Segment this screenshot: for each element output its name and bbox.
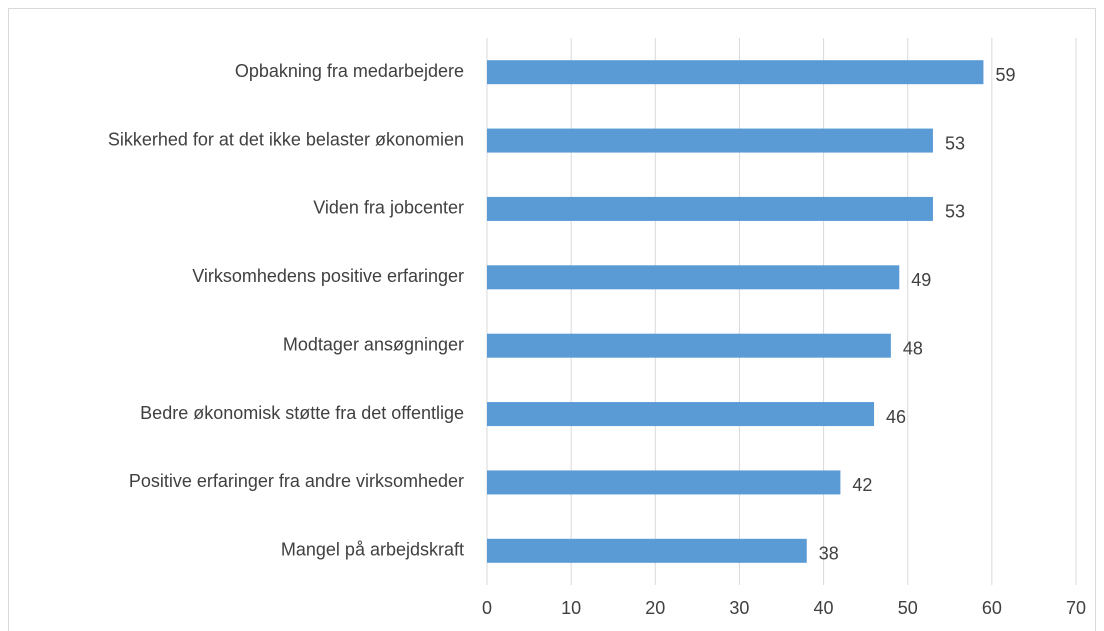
y-tick-label: Sikkerhed for at det ikke belaster økono… [108,129,464,149]
bar [487,470,841,495]
data-label: 53 [945,133,965,153]
data-label: 42 [852,475,872,495]
y-tick-label: Modtager ansøgninger [283,334,464,354]
bar [487,60,984,85]
data-label: 38 [819,544,839,564]
x-tick-label: 40 [814,598,834,618]
data-label: 59 [995,65,1015,85]
bar [487,265,900,290]
bar [487,128,933,153]
data-label: 48 [903,338,923,358]
x-tick-label: 30 [729,598,749,618]
y-tick-label: Viden fra jobcenter [313,198,464,218]
bar [487,196,933,221]
data-label: 53 [945,202,965,222]
bar [487,538,807,563]
x-tick-label: 50 [898,598,918,618]
data-label: 46 [886,407,906,427]
x-tick-label: 60 [982,598,1002,618]
chart-border [8,8,1096,631]
y-tick-label: Bedre økonomisk støtte fra det offentlig… [140,403,464,423]
y-tick-label: Virksomhedens positive erfaringer [192,266,464,286]
bar [487,402,875,427]
x-tick-label: 20 [645,598,665,618]
y-tick-label: Mangel på arbejdskraft [281,540,464,560]
x-tick-label: 10 [561,598,581,618]
bar [487,333,891,358]
x-tick-label: 0 [482,598,492,618]
y-tick-label: Opbakning fra medarbejdere [235,61,464,81]
data-label: 49 [911,270,931,290]
x-tick-label: 70 [1066,598,1086,618]
y-tick-label: Positive erfaringer fra andre virksomhed… [129,471,464,491]
